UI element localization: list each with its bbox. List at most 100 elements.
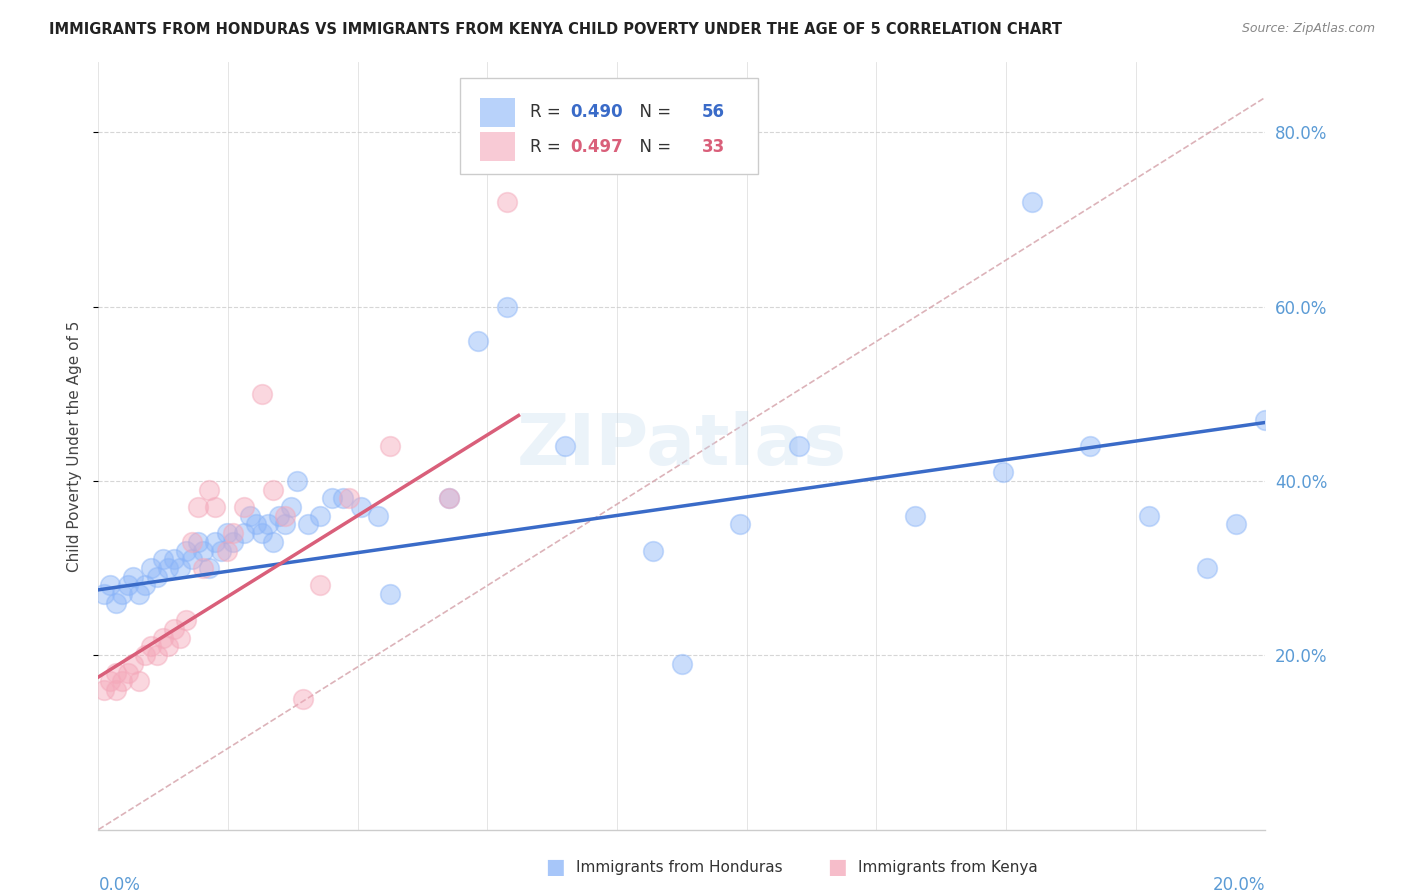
- Point: [111, 587, 134, 601]
- Point: [467, 334, 489, 349]
- Point: [111, 674, 134, 689]
- Point: [350, 500, 373, 514]
- Text: ZIPatlas: ZIPatlas: [517, 411, 846, 481]
- Text: 0.497: 0.497: [569, 138, 623, 156]
- Point: [332, 491, 354, 506]
- Point: [152, 631, 174, 645]
- Point: [309, 508, 332, 523]
- Point: [991, 465, 1014, 479]
- Point: [221, 534, 243, 549]
- Point: [163, 622, 186, 636]
- Point: [122, 570, 145, 584]
- Text: Immigrants from Honduras: Immigrants from Honduras: [576, 860, 783, 874]
- Point: [146, 570, 169, 584]
- Point: [367, 508, 389, 523]
- Point: [233, 526, 256, 541]
- Point: [163, 552, 186, 566]
- Point: [104, 665, 127, 680]
- Point: [146, 648, 169, 663]
- Point: [204, 534, 226, 549]
- Text: 56: 56: [702, 103, 724, 121]
- Point: [193, 561, 215, 575]
- Point: [180, 552, 202, 566]
- Point: [245, 517, 267, 532]
- Point: [215, 543, 238, 558]
- Point: [98, 578, 121, 592]
- Point: [641, 543, 664, 558]
- Point: [93, 683, 115, 698]
- Point: [128, 587, 150, 601]
- Point: [250, 386, 273, 401]
- Point: [198, 483, 221, 497]
- Point: [174, 543, 197, 558]
- Point: [180, 534, 202, 549]
- Point: [233, 500, 256, 514]
- Bar: [479, 132, 515, 161]
- Text: N =: N =: [630, 103, 676, 121]
- Point: [193, 543, 215, 558]
- Point: [1254, 413, 1277, 427]
- Point: [152, 552, 174, 566]
- Point: [1195, 561, 1218, 575]
- Point: [134, 648, 156, 663]
- FancyBboxPatch shape: [460, 78, 758, 174]
- Point: [262, 534, 284, 549]
- Point: [134, 578, 156, 592]
- Point: [169, 631, 191, 645]
- Point: [787, 439, 810, 453]
- Point: [187, 534, 209, 549]
- Text: 33: 33: [702, 138, 725, 156]
- Point: [297, 517, 319, 532]
- Point: [274, 508, 297, 523]
- Point: [321, 491, 343, 506]
- Point: [1137, 508, 1160, 523]
- Point: [117, 578, 139, 592]
- Text: Immigrants from Kenya: Immigrants from Kenya: [858, 860, 1038, 874]
- Point: [139, 561, 162, 575]
- Point: [437, 491, 460, 506]
- Point: [157, 640, 180, 654]
- Text: 0.0%: 0.0%: [98, 876, 141, 892]
- Point: [496, 194, 519, 209]
- Text: Source: ZipAtlas.com: Source: ZipAtlas.com: [1241, 22, 1375, 36]
- Y-axis label: Child Poverty Under the Age of 5: Child Poverty Under the Age of 5: [67, 320, 83, 572]
- Point: [671, 657, 693, 671]
- Point: [117, 665, 139, 680]
- Point: [1225, 517, 1247, 532]
- Text: ■: ■: [546, 857, 565, 877]
- Point: [93, 587, 115, 601]
- Point: [169, 561, 191, 575]
- Text: 20.0%: 20.0%: [1213, 876, 1265, 892]
- Text: R =: R =: [530, 103, 567, 121]
- Bar: [479, 98, 515, 127]
- Point: [274, 517, 297, 532]
- Point: [309, 578, 332, 592]
- Point: [380, 439, 402, 453]
- Point: [239, 508, 262, 523]
- Text: N =: N =: [630, 138, 676, 156]
- Point: [221, 526, 243, 541]
- Point: [198, 561, 221, 575]
- Point: [437, 491, 460, 506]
- Text: IMMIGRANTS FROM HONDURAS VS IMMIGRANTS FROM KENYA CHILD POVERTY UNDER THE AGE OF: IMMIGRANTS FROM HONDURAS VS IMMIGRANTS F…: [49, 22, 1062, 37]
- Point: [904, 508, 927, 523]
- Point: [554, 439, 576, 453]
- Point: [250, 526, 273, 541]
- Point: [262, 483, 284, 497]
- Point: [280, 500, 302, 514]
- Text: ■: ■: [827, 857, 846, 877]
- Point: [98, 674, 121, 689]
- Point: [337, 491, 360, 506]
- Point: [291, 691, 314, 706]
- Point: [269, 508, 291, 523]
- Point: [104, 596, 127, 610]
- Point: [380, 587, 402, 601]
- Point: [730, 517, 752, 532]
- Point: [122, 657, 145, 671]
- Point: [139, 640, 162, 654]
- Point: [496, 300, 519, 314]
- Text: 0.490: 0.490: [569, 103, 623, 121]
- Point: [104, 683, 127, 698]
- Point: [1080, 439, 1102, 453]
- Point: [1021, 194, 1043, 209]
